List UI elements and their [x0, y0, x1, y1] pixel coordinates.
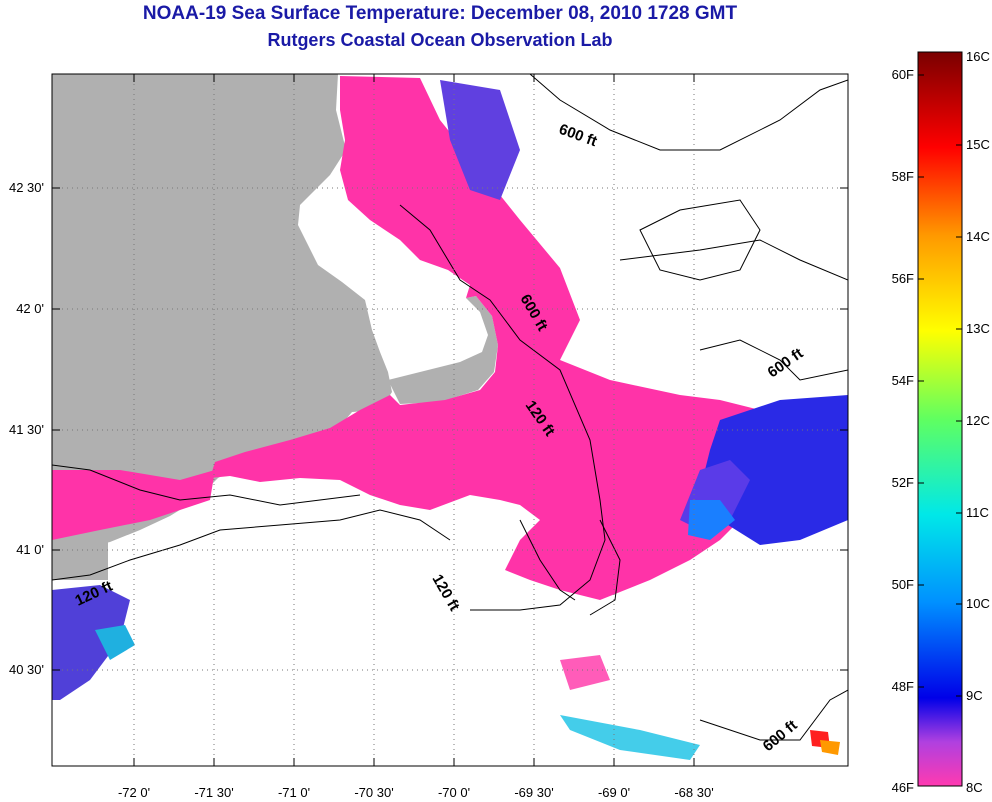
f-label: 50F: [892, 577, 914, 592]
f-label: 48F: [892, 679, 914, 694]
lat-label: 41 30': [9, 422, 44, 437]
f-label: 56F: [892, 271, 914, 286]
f-label: 52F: [892, 475, 914, 490]
c-label: 15C: [966, 137, 990, 152]
longitude-labels: -72 0' -71 30' -71 0' -70 30' -70 0' -69…: [118, 785, 714, 800]
cape-cod-land: [388, 296, 498, 404]
c-label: 16C: [966, 49, 990, 64]
f-label: 60F: [892, 67, 914, 82]
c-label: 12C: [966, 413, 990, 428]
c-label: 13C: [966, 321, 990, 336]
latitude-labels: 42 30' 42 0' 41 30' 41 0' 40 30': [9, 180, 44, 677]
lon-label: -68 30': [674, 785, 713, 800]
lon-label: -72 0': [118, 785, 150, 800]
graticule: [52, 74, 848, 766]
lat-label: 41 0': [16, 542, 44, 557]
c-label: 14C: [966, 229, 990, 244]
lon-label: -69 0': [598, 785, 630, 800]
temperature-colorbar: [917, 51, 963, 787]
c-label: 9C: [966, 688, 983, 703]
f-label: 58F: [892, 169, 914, 184]
lon-label: -71 0': [278, 785, 310, 800]
depth-contours: [52, 74, 848, 741]
cool-water-region: [700, 395, 848, 545]
colorbar-ticks: [918, 74, 962, 697]
lon-label: -70 0': [438, 785, 470, 800]
lon-label: -71 30': [194, 785, 233, 800]
lat-label: 42 0': [16, 301, 44, 316]
map-subtitle: Rutgers Coastal Ocean Observation Lab: [267, 30, 613, 50]
lon-label: -70 30': [354, 785, 393, 800]
map-panel: 600 ft 600 ft 600 ft 120 ft 120 ft 120 f…: [52, 74, 848, 766]
f-label: 46F: [892, 780, 914, 795]
lat-label: 40 30': [9, 662, 44, 677]
axis-ticks: [52, 74, 848, 766]
c-label: 11C: [966, 505, 989, 520]
lon-label: -69 30': [514, 785, 553, 800]
warm-water-region: [210, 76, 790, 600]
lat-label: 42 30': [9, 180, 44, 195]
c-label: 10C: [966, 596, 990, 611]
colorbar-fahrenheit-labels: 60F 58F 56F 54F 52F 50F 48F 46F: [892, 67, 914, 795]
map-title: NOAA-19 Sea Surface Temperature: Decembe…: [142, 3, 738, 24]
f-label: 54F: [892, 373, 914, 388]
colorbar-celsius-labels: 16C 15C 14C 13C 12C 11C 10C 9C 8C: [966, 49, 990, 795]
c-label: 8C: [966, 780, 983, 795]
map-frame: [51, 73, 849, 767]
